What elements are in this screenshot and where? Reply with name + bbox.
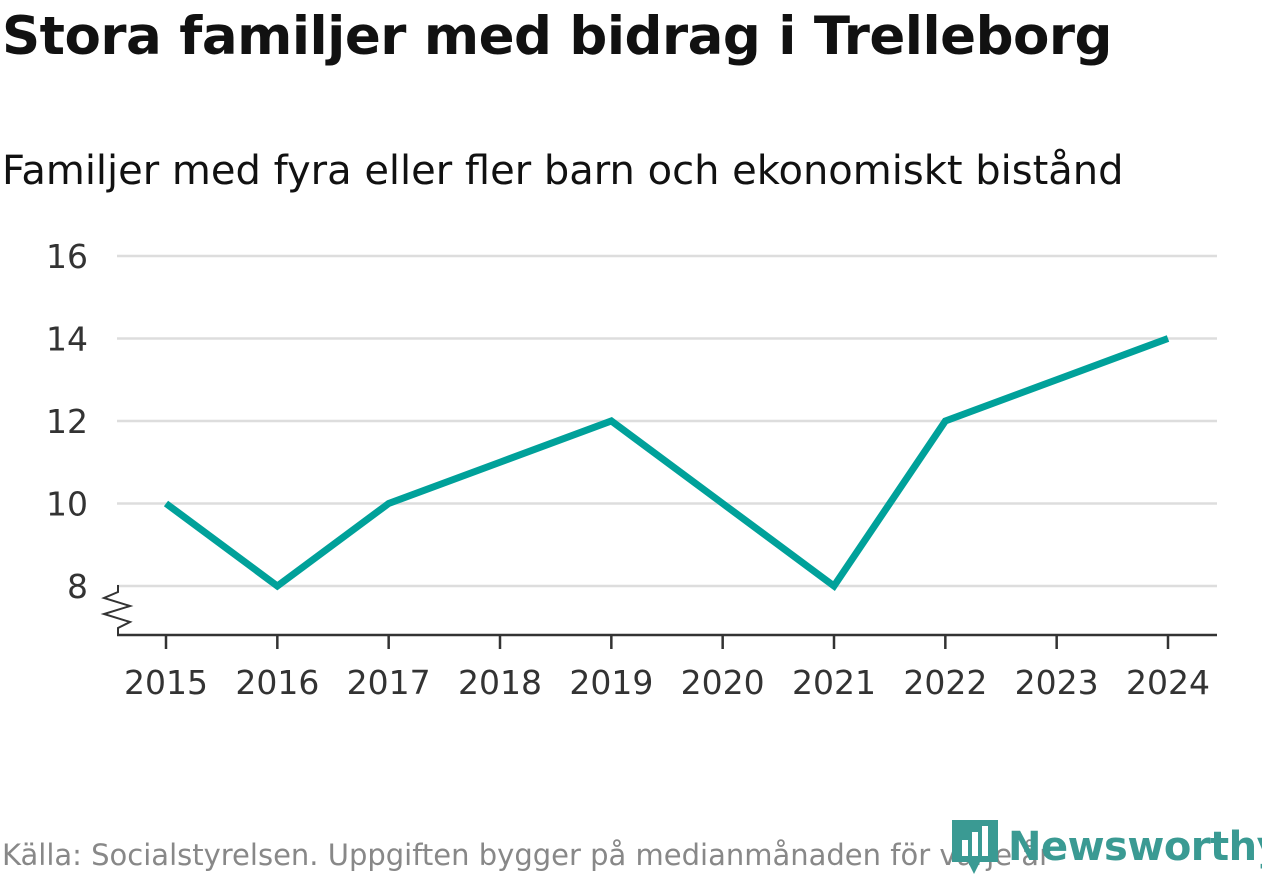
brand-name: Newsworthy (1008, 824, 1262, 870)
y-tick-label-16: 16 (46, 237, 88, 276)
y-tick-label-12: 12 (46, 402, 88, 441)
y-axis-ticks: 8 10 12 14 16 (46, 237, 88, 606)
x-tick-label-2022: 2022 (903, 663, 987, 702)
y-tick-label-14: 14 (46, 320, 88, 359)
y-tick-label-10: 10 (46, 485, 88, 524)
x-axis-ticks: 2015 2016 2017 2018 2019 2020 2021 2022 2023 2024 (124, 635, 1210, 702)
x-tick-label-2020: 2020 (681, 663, 765, 702)
chart-subtitle: Familjer med fyra eller fler barn och ek… (2, 148, 1124, 194)
chart-title: Stora familjer med bidrag i Trelleborg (2, 6, 1113, 67)
x-tick-label-2023: 2023 (1015, 663, 1099, 702)
x-tick-label-2015: 2015 (124, 663, 208, 702)
y-axis-break-icon (100, 585, 134, 635)
newsworthy-logo-icon (952, 820, 998, 874)
gridlines (117, 254, 1217, 588)
x-tick-label-2017: 2017 (347, 663, 431, 702)
y-tick-label-8: 8 (67, 567, 88, 606)
x-tick-label-2018: 2018 (458, 663, 542, 702)
x-tick-label-2019: 2019 (569, 663, 653, 702)
x-axis (100, 585, 1217, 637)
series-line-0 (163, 335, 1170, 591)
x-tick-label-2021: 2021 (792, 663, 876, 702)
source-note: Källa: Socialstyrelsen. Uppgiften bygger… (2, 838, 1051, 872)
x-tick-label-2016: 2016 (235, 663, 319, 702)
x-tick-label-2024: 2024 (1126, 663, 1210, 702)
series-group (163, 335, 1170, 591)
brand: Newsworthy (950, 818, 1262, 876)
